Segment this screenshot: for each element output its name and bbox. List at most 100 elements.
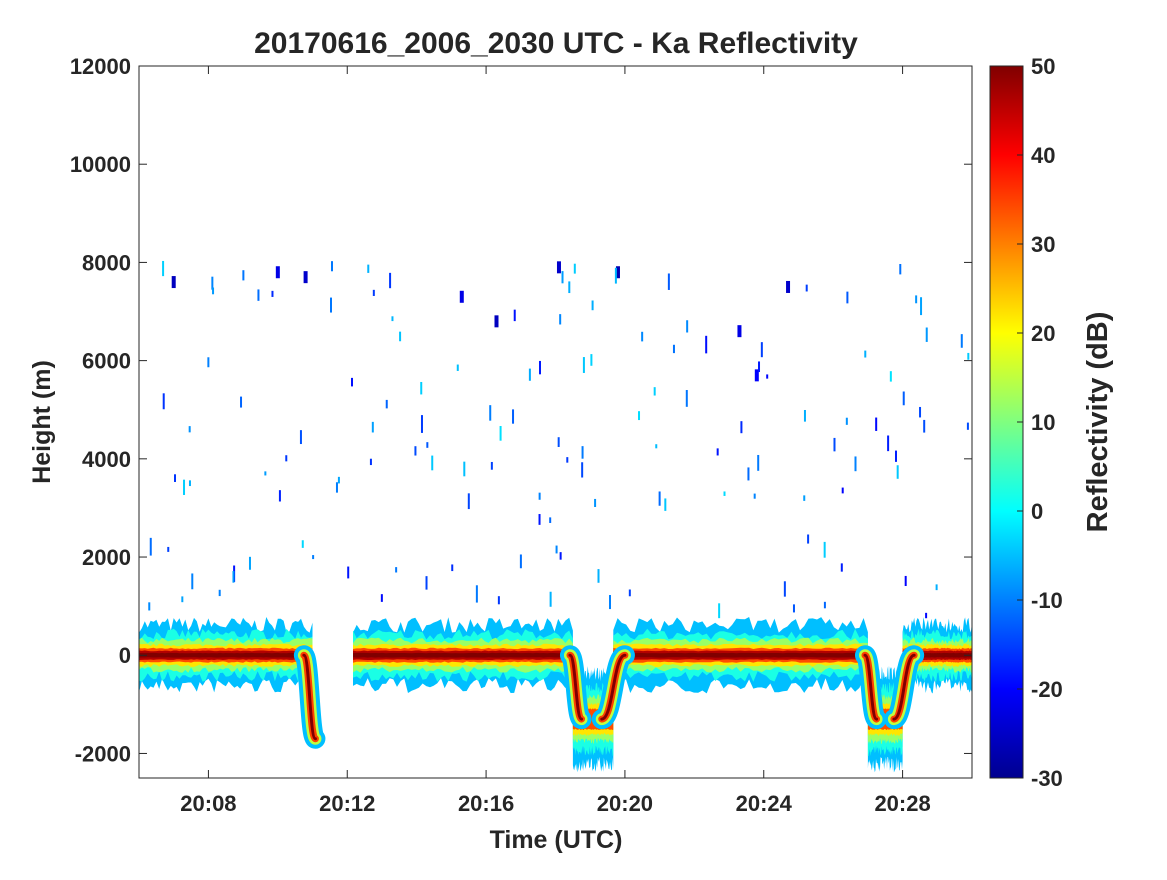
noise-pixel	[758, 361, 761, 373]
echo-pixel	[459, 290, 464, 303]
noise-pixel	[278, 490, 281, 502]
noise-pixel	[658, 491, 661, 506]
noise-pixel	[966, 422, 969, 430]
noise-pixel	[875, 417, 878, 431]
noise-pixel	[188, 426, 191, 433]
noise-pixel	[840, 563, 843, 572]
echo-pixel	[786, 280, 791, 293]
echo-pixel	[494, 315, 499, 328]
noise-pixel	[740, 421, 743, 434]
noise-pixel	[426, 442, 429, 448]
noise-pixel	[766, 374, 769, 379]
colorbar-label: Reflectivity (dB)	[1082, 312, 1114, 533]
noise-pixel	[232, 571, 235, 583]
noise-pixel	[497, 596, 500, 605]
echo-pixel	[171, 276, 176, 289]
noise-pixel	[149, 537, 152, 556]
noise-pixel	[425, 576, 428, 590]
noise-pixel	[581, 462, 584, 478]
noise-pixel	[641, 331, 644, 342]
noise-pixel	[162, 260, 165, 277]
colorbar-tick-label: 30	[1031, 232, 1055, 257]
noise-pixel	[896, 465, 899, 479]
noise-pixel	[904, 575, 907, 587]
noise-pixel	[823, 541, 826, 558]
surface-echo-band	[139, 617, 313, 693]
echo-pixel	[556, 261, 561, 274]
noise-pixel	[783, 581, 786, 597]
colorbar-tick-label: -20	[1031, 677, 1063, 702]
noise-pixel	[528, 368, 531, 381]
noise-pixel	[590, 354, 593, 366]
noise-pixel	[369, 458, 372, 466]
noise-pixel	[559, 314, 562, 325]
noise-pixel	[573, 263, 576, 274]
echo-pixel	[275, 266, 280, 279]
colorbar-ticks: -30 -20 -10 0 10 20 30 40 50	[1017, 54, 1063, 791]
noise-pixel	[846, 291, 849, 304]
x-tick-label: 20:16	[458, 791, 514, 816]
noise-pixel	[664, 498, 667, 511]
noise-pixel	[594, 498, 597, 507]
y-tick-label: 6000	[82, 349, 131, 374]
noise-pixel	[395, 567, 398, 573]
surface-echo-band	[613, 617, 868, 694]
noise-pixel	[389, 272, 392, 289]
noise-pixel	[519, 554, 522, 569]
noise-pixel	[925, 327, 928, 342]
noise-pixel	[967, 352, 970, 360]
x-tick-label: 20:08	[180, 791, 236, 816]
plot-frame	[138, 65, 973, 779]
x-axis-label: Time (UTC)	[490, 826, 623, 854]
y-tick-label: -2000	[75, 741, 131, 766]
noise-pixel	[207, 357, 210, 368]
noise-pixel	[747, 467, 750, 481]
noise-pixel	[312, 555, 315, 560]
noise-pixel	[705, 335, 708, 354]
colorbar-tick-label: 50	[1031, 54, 1055, 79]
noise-pixel	[264, 471, 267, 476]
noise-pixel	[887, 435, 890, 452]
ascent-echo	[591, 645, 635, 730]
noise-pixel	[337, 476, 340, 484]
noise-pixel	[420, 415, 423, 433]
noise-pixel	[512, 409, 515, 424]
noise-pixel	[451, 564, 454, 572]
noise-pixel	[183, 479, 186, 495]
noise-pixel	[581, 446, 584, 459]
noise-pixel	[174, 474, 177, 482]
descent-echo	[559, 645, 592, 730]
noise-pixel	[845, 417, 848, 425]
noise-pixel	[380, 594, 383, 602]
noise-pixel	[499, 425, 502, 441]
noise-pixel	[218, 589, 221, 597]
noise-pixel	[240, 396, 243, 408]
noise-pixel	[385, 399, 388, 409]
noise-pixel	[561, 271, 564, 284]
noise-pixel	[475, 585, 478, 603]
noise-pixel	[490, 461, 493, 470]
noise-pixel	[686, 320, 689, 333]
echo-pixel	[303, 271, 308, 284]
x-tick-label: 20:12	[319, 791, 375, 816]
chart-title: 20170616_2006_2030 UTC - Ka Reflectivity	[254, 27, 858, 60]
x-tick-label: 20:28	[874, 791, 930, 816]
noise-pixel	[608, 595, 611, 610]
noise-pixel	[538, 360, 541, 375]
noise-pixel	[188, 480, 191, 487]
noise-pixel	[628, 589, 631, 597]
descent-echo	[293, 645, 326, 749]
noise-pixel	[372, 289, 375, 296]
noise-pixel	[925, 612, 928, 619]
noise-pixel	[489, 405, 492, 421]
noise-pixel	[805, 284, 808, 292]
noise-pixel	[538, 514, 541, 525]
echo-pixel	[754, 369, 759, 382]
y-tick-label: 4000	[82, 447, 131, 472]
noise-pixel	[285, 455, 288, 462]
colorbar-tick-label: -10	[1031, 588, 1063, 613]
noise-pixel	[807, 534, 810, 544]
noise-pixel	[414, 446, 417, 456]
noise-pixel	[902, 391, 905, 406]
